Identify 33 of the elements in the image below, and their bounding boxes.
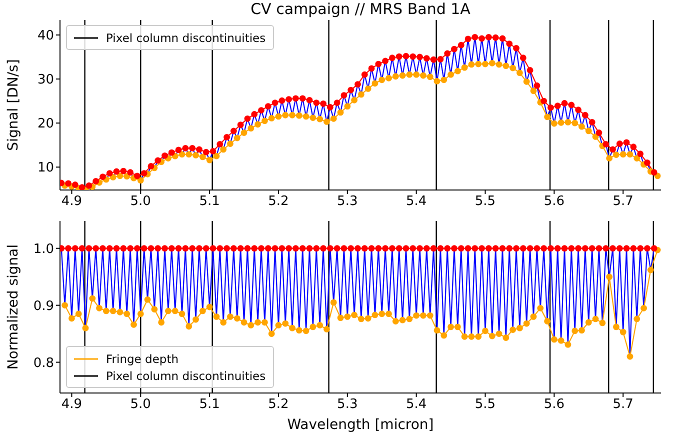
y-tick-label: 40 bbox=[37, 28, 54, 44]
x-tick-label: 5.4 bbox=[406, 397, 427, 412]
y-tick-label: 1.0 bbox=[33, 242, 54, 257]
x-tick-label: 5.7 bbox=[612, 194, 634, 210]
x-tick-label: 5.6 bbox=[544, 397, 565, 412]
x-tick-label: 5.7 bbox=[612, 397, 634, 412]
x-tick-label: 5.5 bbox=[474, 194, 496, 210]
x-tick-label: 5.6 bbox=[544, 194, 565, 210]
x-tick-label: 4.9 bbox=[61, 397, 82, 412]
x-tick-label: 5.0 bbox=[130, 397, 151, 412]
x-tick-label: 5.1 bbox=[199, 397, 220, 412]
y-tick-label: 10 bbox=[37, 160, 54, 176]
x-tick-label: 5.5 bbox=[474, 397, 496, 412]
x-tick-label: 4.9 bbox=[61, 194, 82, 210]
y-tick-label: 0.9 bbox=[33, 298, 54, 314]
x-tick-label: 5.3 bbox=[337, 194, 358, 210]
chart-title: CV campaign // MRS Band 1A bbox=[250, 0, 472, 19]
legend-box: Pixel column discontinuities bbox=[66, 25, 274, 50]
x-axis-title: Wavelength [micron] bbox=[286, 417, 435, 434]
x-tick-label: 5.2 bbox=[268, 397, 289, 412]
y-axis-title: Normalized signal bbox=[6, 244, 22, 370]
y-axis-title: Signal [DN/s] bbox=[6, 59, 22, 151]
x-tick-label: 5.1 bbox=[199, 194, 220, 210]
x-tick-label: 5.2 bbox=[268, 194, 289, 210]
legend-label: Fringe depth bbox=[106, 352, 178, 366]
x-tick-label: 5.0 bbox=[130, 194, 151, 210]
x-tick-label: 5.4 bbox=[406, 194, 427, 210]
ref-line-label: Pixel column discontinuities bbox=[106, 368, 266, 382]
y-tick-label: 30 bbox=[37, 72, 54, 88]
ref-line-label: Pixel column discontinuities bbox=[106, 30, 266, 44]
x-tick-label: 5.3 bbox=[337, 397, 358, 412]
y-tick-label: 0.8 bbox=[33, 356, 54, 371]
y-tick-label: 20 bbox=[37, 116, 54, 132]
